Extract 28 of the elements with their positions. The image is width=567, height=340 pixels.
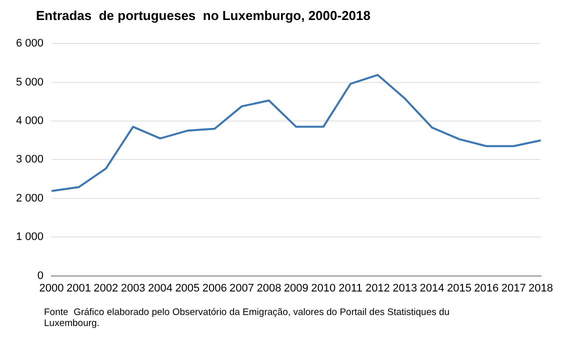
- x-tick-label: 2018: [528, 282, 554, 294]
- x-tick-label: 2016: [474, 282, 499, 294]
- x-tick-label: 2013: [392, 282, 418, 294]
- x-tick-label: 2014: [420, 282, 444, 294]
- x-tick-label: 2010: [311, 282, 336, 294]
- y-tick-label: 6 000: [16, 38, 44, 50]
- y-tick-label: 1 000: [16, 231, 44, 244]
- chart-title: Entradas de portugueses no Luxemburgo, 2000-2018: [36, 8, 372, 23]
- y-tick-label: 5 000: [16, 76, 44, 88]
- x-tick-label: 2004: [148, 282, 172, 294]
- y-tick-label: 4 000: [16, 115, 44, 128]
- y-tick-label: 2 000: [16, 192, 44, 204]
- x-tick-label: 2017: [501, 282, 526, 294]
- x-tick-label: 2002: [94, 282, 118, 294]
- x-tick-label: 2012: [365, 282, 390, 294]
- x-tick-label: 2001: [66, 282, 91, 294]
- x-tick-label: 2011: [338, 282, 362, 294]
- x-tick-label: 2005: [175, 282, 200, 294]
- x-tick-label: 2008: [256, 282, 282, 294]
- y-tick-label: 3 000: [16, 154, 44, 166]
- y-tick-label: 0: [37, 270, 44, 282]
- x-tick-label: 2007: [230, 282, 254, 294]
- x-tick-label: 2003: [120, 282, 146, 294]
- x-tick-label: 2000: [39, 282, 64, 294]
- x-tick-label: 2006: [202, 282, 227, 294]
- x-tick-label: 2009: [284, 282, 308, 294]
- source-note: Fonte Gráfico elaborado pelo Observatório da Emigração, valores do Portail des Statistiques du Luxembourg.: [44, 307, 451, 329]
- x-tick-label: 2015: [446, 282, 472, 294]
